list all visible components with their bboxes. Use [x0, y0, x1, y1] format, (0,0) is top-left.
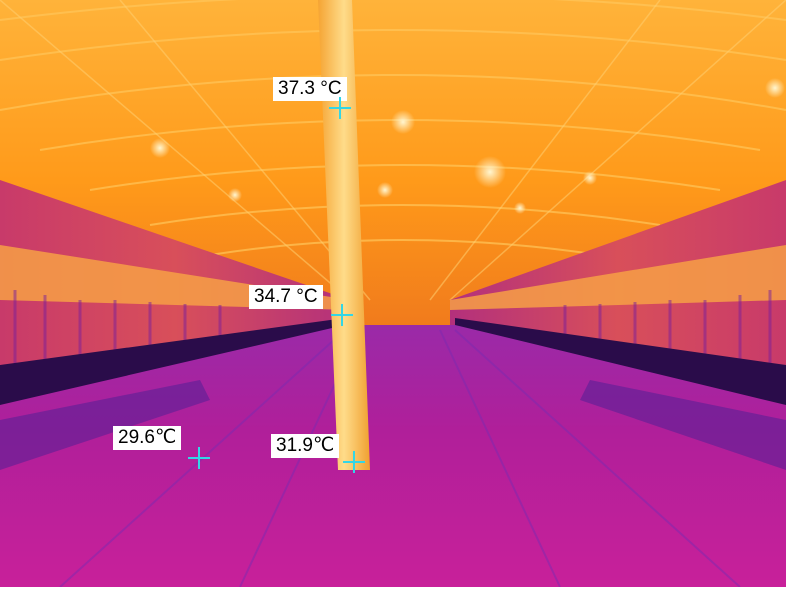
ceiling-lights — [150, 78, 785, 214]
crosshair-marker-icon — [343, 451, 365, 473]
crosshair-marker-icon — [188, 447, 210, 469]
temperature-label-3: 29.6℃ — [113, 426, 182, 450]
crosshair-marker-icon — [331, 304, 353, 326]
temperature-label-2: 34.7 °C — [249, 285, 323, 309]
temperature-label-4: 31.9℃ — [271, 434, 340, 458]
temperature-label-1: 37.3 °C — [273, 77, 347, 101]
ceiling-rafters — [0, 0, 787, 301]
crosshair-marker-icon — [329, 97, 351, 119]
hot-pillar — [318, 0, 370, 470]
